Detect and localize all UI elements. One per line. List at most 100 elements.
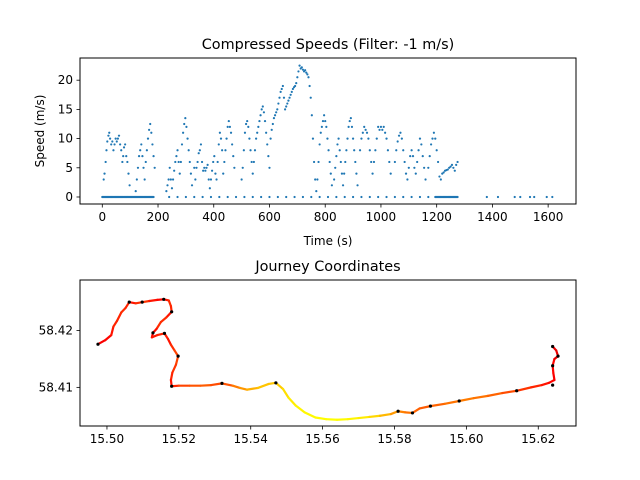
speed-point xyxy=(212,160,215,164)
speed-point xyxy=(343,172,346,175)
speed-point xyxy=(354,160,357,164)
speed-point-zero xyxy=(234,195,238,199)
speed-x-axis-label: Time (s) xyxy=(303,234,353,248)
journey-marker xyxy=(220,381,224,385)
speed-point-zero xyxy=(393,195,396,199)
speed-point xyxy=(225,137,228,140)
speed-point xyxy=(346,137,349,140)
journey-marker xyxy=(551,364,555,368)
journey-chart-title: Journey Coordinates xyxy=(254,259,400,275)
speed-point xyxy=(421,155,424,158)
speed-point xyxy=(323,114,326,117)
speed-point-zero xyxy=(351,195,355,199)
speed-point xyxy=(297,70,300,73)
speed-point xyxy=(371,172,374,175)
speed-point xyxy=(205,166,208,169)
speed-point xyxy=(438,175,441,178)
speed-point-zero xyxy=(545,195,548,199)
journey-marker xyxy=(551,383,555,387)
speed-point xyxy=(108,131,111,134)
speed-point xyxy=(122,155,125,158)
speed-point xyxy=(404,172,408,175)
speed-point-zero xyxy=(226,195,229,199)
speed-scatter-points xyxy=(101,64,554,199)
speed-point xyxy=(256,131,259,134)
speed-point xyxy=(355,172,358,175)
speed-point xyxy=(378,128,381,131)
speed-point xyxy=(417,149,420,152)
journey-marker xyxy=(127,300,131,304)
journey-segment xyxy=(231,384,242,390)
journey-marker xyxy=(551,344,555,349)
speed-point xyxy=(330,184,333,187)
speed-point xyxy=(114,137,117,140)
speed-point xyxy=(374,149,377,152)
speed-point xyxy=(270,128,273,131)
speed-point xyxy=(143,178,146,181)
speed-point xyxy=(125,155,128,158)
journey-x-tick-label: 15.54 xyxy=(234,432,268,446)
speed-point xyxy=(223,160,226,164)
speed-point xyxy=(327,149,330,152)
speed-point xyxy=(206,163,209,166)
journey-segment xyxy=(515,386,533,392)
speed-point xyxy=(276,108,279,111)
speed-point xyxy=(423,166,426,169)
speed-x-tick-label: 800 xyxy=(314,210,337,224)
speed-point xyxy=(325,125,328,129)
journey-segment xyxy=(346,416,360,421)
speed-point xyxy=(103,172,106,175)
journey-segment xyxy=(210,382,224,387)
speed-point xyxy=(411,155,415,158)
speed-point xyxy=(435,149,438,152)
speed-point xyxy=(363,125,366,129)
speed-point xyxy=(178,172,181,175)
speed-point xyxy=(110,143,113,146)
speed-point-zero xyxy=(418,195,422,199)
speed-point xyxy=(344,160,347,164)
speed-point xyxy=(213,155,216,158)
speed-point xyxy=(400,137,403,140)
speed-point-zero xyxy=(385,195,388,199)
journey-segment xyxy=(501,389,518,395)
speed-point xyxy=(393,160,396,164)
journey-y-tick-label: 58.41 xyxy=(39,380,73,394)
speed-point xyxy=(316,178,319,181)
speed-point xyxy=(290,90,293,93)
speed-point-zero xyxy=(201,195,204,199)
journey-segment xyxy=(246,386,260,391)
speed-point xyxy=(418,137,422,140)
speed-point xyxy=(307,76,310,79)
speed-point xyxy=(190,184,194,187)
speed-point xyxy=(188,160,191,164)
speed-point xyxy=(166,184,169,187)
speed-point xyxy=(187,149,190,152)
journey-segment xyxy=(104,334,113,342)
speed-point xyxy=(185,125,188,129)
speed-point xyxy=(271,122,274,126)
speed-point xyxy=(360,137,363,140)
speed-point xyxy=(294,84,297,88)
journey-marker xyxy=(515,389,519,393)
journey-segment xyxy=(110,325,115,337)
speed-point-zero xyxy=(496,195,500,199)
speed-point-zero xyxy=(176,195,179,199)
speed-point xyxy=(169,178,172,181)
speed-point xyxy=(304,69,307,72)
speed-point-zero xyxy=(360,195,363,199)
speed-point xyxy=(287,99,290,102)
speed-x-tick-label: 1200 xyxy=(421,210,452,224)
journey-segment xyxy=(368,414,382,419)
speed-point xyxy=(242,149,245,152)
speed-point xyxy=(300,66,303,69)
speed-point xyxy=(333,178,336,181)
speed-point xyxy=(121,160,124,164)
speed-point xyxy=(112,149,115,152)
journey-segment xyxy=(529,384,543,389)
speed-point xyxy=(186,137,189,140)
speed-point xyxy=(252,160,255,164)
journey-segment xyxy=(540,381,551,387)
speed-point xyxy=(453,169,456,172)
speed-point xyxy=(306,73,309,76)
